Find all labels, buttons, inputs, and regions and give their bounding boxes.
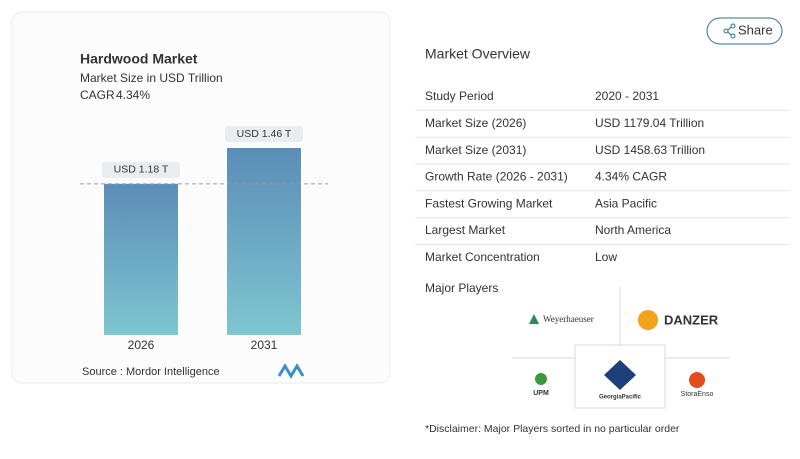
cagr-value: 4.34% [116,88,150,102]
row-label: Market Size (2031) [425,143,526,157]
grid-box [574,344,666,409]
logo-icon [604,360,636,390]
row-value: North America [595,223,671,237]
player-logo: StoraEnso [681,391,714,398]
logo-icon [535,373,547,385]
brand-logo [277,363,305,379]
chart-card [11,11,391,384]
player-logo: GeorgiaPacific [599,395,642,401]
bar [227,148,301,335]
chart-title: Hardwood Market [80,51,198,67]
row-label: Market Concentration [425,250,540,264]
value-label: USD 1.18 T [114,164,169,176]
player-logo: DANZER [664,312,719,327]
disclaimer: *Disclaimer: Major Players sorted in no … [425,423,680,435]
row-value: 4.34% CAGR [595,170,667,184]
x-tick-label: 2031 [251,338,278,352]
chart-subtitle: Market Size in USD Trillion [80,71,223,85]
player-logo: Weyerhaeuser [543,314,594,324]
row-value: Asia Pacific [595,196,657,210]
share-label[interactable]: Share [738,22,773,37]
value-label-bg [225,126,303,142]
row-label: Study Period [425,89,494,103]
row-label: Growth Rate (2026 - 2031) [425,170,568,184]
x-tick-label: 2026 [128,338,155,352]
cagr-label: CAGR [80,88,115,102]
logo-icon [529,314,539,324]
row-value: 2020 - 2031 [595,89,659,103]
row-value: USD 1179.04 Trillion [595,116,704,130]
overview-title: Market Overview [425,46,531,62]
logo-icon [638,310,658,330]
value-label: USD 1.46 T [237,128,292,140]
bar [104,183,178,335]
row-label: Fastest Growing Market [425,196,553,210]
row-label: Market Size (2026) [425,116,526,130]
share-button[interactable] [706,17,783,45]
row-value: Low [595,250,617,264]
row-value: USD 1458.63 Trillion [595,143,705,157]
players-title: Major Players [425,281,498,295]
source: Source : Mordor Intelligence [82,366,220,378]
value-label-bg [102,161,180,178]
share-icon [723,23,736,39]
row-label: Largest Market [425,223,506,237]
logo-icon [689,372,705,388]
player-logo: UPM [533,390,549,397]
